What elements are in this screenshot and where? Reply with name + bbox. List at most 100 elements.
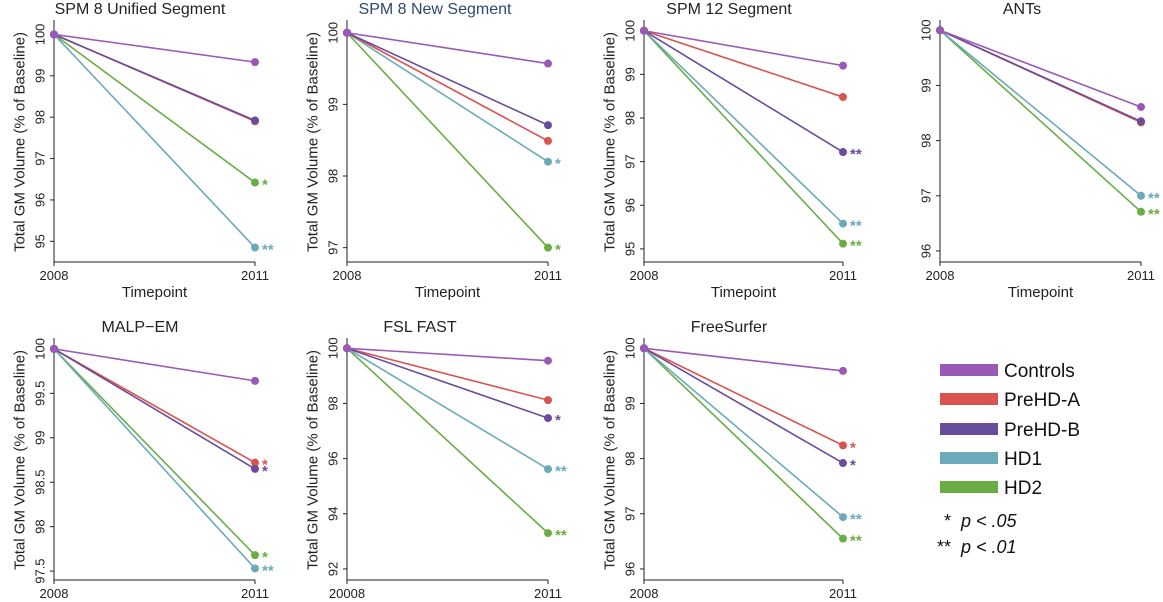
data-point (544, 529, 552, 538)
y-tick-label: 95 (623, 242, 638, 256)
data-point (1137, 117, 1145, 126)
x-tick-label: 2008 (630, 586, 659, 601)
significance-marker: * (555, 242, 561, 259)
series-line (346, 347, 549, 470)
x-tick-label: 2011 (241, 586, 269, 601)
y-tick-label: 99 (623, 67, 638, 81)
significance-marker: ** (1148, 206, 1160, 223)
series-controls (343, 344, 552, 365)
series-line (643, 30, 844, 245)
data-point (544, 243, 552, 252)
x-axis-label: Timepoint (1008, 284, 1074, 301)
y-axis-label: Total GM Volume (% of Baseline) (305, 350, 322, 570)
data-point (936, 26, 944, 35)
significance-marker: * (262, 463, 268, 480)
series-controls (50, 30, 259, 67)
y-axis-label: Total GM Volume (% of Baseline) (12, 32, 29, 252)
series-line (643, 347, 844, 464)
x-axis-label: Timepoint (122, 284, 188, 301)
y-tick-label: 95 (33, 234, 48, 248)
y-tick-label: 99 (33, 69, 48, 83)
data-point (839, 366, 847, 375)
panel-title: FSL FAST (383, 319, 456, 336)
data-point (343, 344, 351, 353)
y-tick-label: 96 (326, 451, 341, 465)
series-hd1: * (343, 28, 561, 173)
legend-item-hd1: HD1 (940, 449, 1042, 470)
y-tick-label: 99 (623, 396, 638, 410)
y-tick-label: 99 (33, 431, 48, 445)
y-axis-label: Total GM Volume (% of Baseline) (602, 350, 619, 570)
y-tick-label: 99.5 (33, 381, 48, 406)
significance-marker: ** (262, 562, 274, 579)
significance-marker: * (850, 439, 856, 456)
data-point (640, 344, 648, 353)
series-controls (343, 28, 552, 68)
x-tick-label: 2008 (926, 268, 955, 283)
y-axis-label: Total GM Volume (% of Baseline) (305, 32, 322, 252)
series-controls (640, 344, 847, 375)
series-hd2: ** (343, 344, 567, 544)
x-tick-label: 2011 (829, 586, 857, 601)
legend-swatch (940, 364, 998, 376)
significance-marker: ** (850, 238, 862, 255)
y-tick-label: 100 (623, 20, 638, 42)
significance-marker: ** (262, 242, 274, 259)
data-point (839, 239, 847, 248)
chart-panel-6: FSL FAST10098969492200082011TimepointTot… (305, 319, 567, 601)
data-point (544, 136, 552, 145)
x-tick-label: 2011 (241, 268, 269, 283)
data-point (839, 61, 847, 70)
y-tick-label: 98 (623, 111, 638, 125)
data-point (251, 464, 259, 473)
series-line (939, 29, 1142, 213)
series-line (346, 31, 549, 65)
series-line (53, 33, 256, 122)
series-prehd-b: * (640, 344, 856, 474)
panel-title: SPM 8 New Segment (359, 1, 513, 18)
panel-title: SPM 12 Segment (666, 1, 792, 18)
legend-label: PreHD-A (1004, 390, 1080, 411)
y-tick-label: 97 (33, 151, 48, 165)
series-line (643, 347, 844, 447)
significance-threshold: p < .01 (960, 537, 1017, 557)
significance-stars: ** (937, 537, 956, 557)
series-line (346, 32, 549, 249)
series-line (643, 347, 844, 372)
legend-label: HD1 (1004, 449, 1042, 470)
data-point (251, 178, 259, 187)
x-tick-label: 2008 (630, 268, 659, 283)
data-point (50, 344, 58, 353)
y-tick-label: 96 (919, 244, 934, 258)
y-axis-label: Total GM Volume (% of Baseline) (12, 350, 29, 570)
x-tick-label: 2008 (40, 268, 69, 283)
significance-stars: * (944, 511, 956, 531)
series-line (53, 348, 256, 556)
legend-label: Controls (1004, 361, 1075, 382)
data-point (839, 441, 847, 450)
significance-marker: * (262, 177, 268, 194)
series-prehd-b (343, 28, 552, 130)
y-tick-label: 100 (326, 22, 341, 44)
series-prehd-a: * (640, 344, 856, 456)
y-tick-label: 96 (33, 193, 48, 207)
series-line (346, 32, 549, 142)
x-tick-label: 2011 (829, 268, 857, 283)
y-tick-label: 97.5 (33, 558, 48, 583)
legend-swatch (940, 423, 998, 435)
chart-panel-3: SPM 12 Segment 100 99 98 97 96 95 2008 2011 Timep… (602, 1, 862, 301)
y-tick-label: 98 (919, 133, 934, 147)
x-axis-label: Timepoint (711, 284, 777, 301)
series-line (53, 33, 256, 249)
data-point (544, 414, 552, 423)
data-point (544, 59, 552, 68)
data-point (251, 376, 259, 385)
data-point (839, 534, 847, 543)
legend-swatch (940, 393, 998, 405)
series-hd1: ** (640, 344, 862, 528)
x-tick-label: 2011 (534, 268, 562, 283)
chart-panel-5: MALP−EM10099.59998.59897.520082011Timepo… (12, 319, 274, 601)
series-line (53, 33, 256, 63)
legend-item-controls: Controls (940, 361, 1075, 382)
chart-panel-7: FreeSurfer1009998979620082011TimepointTo… (602, 319, 862, 601)
